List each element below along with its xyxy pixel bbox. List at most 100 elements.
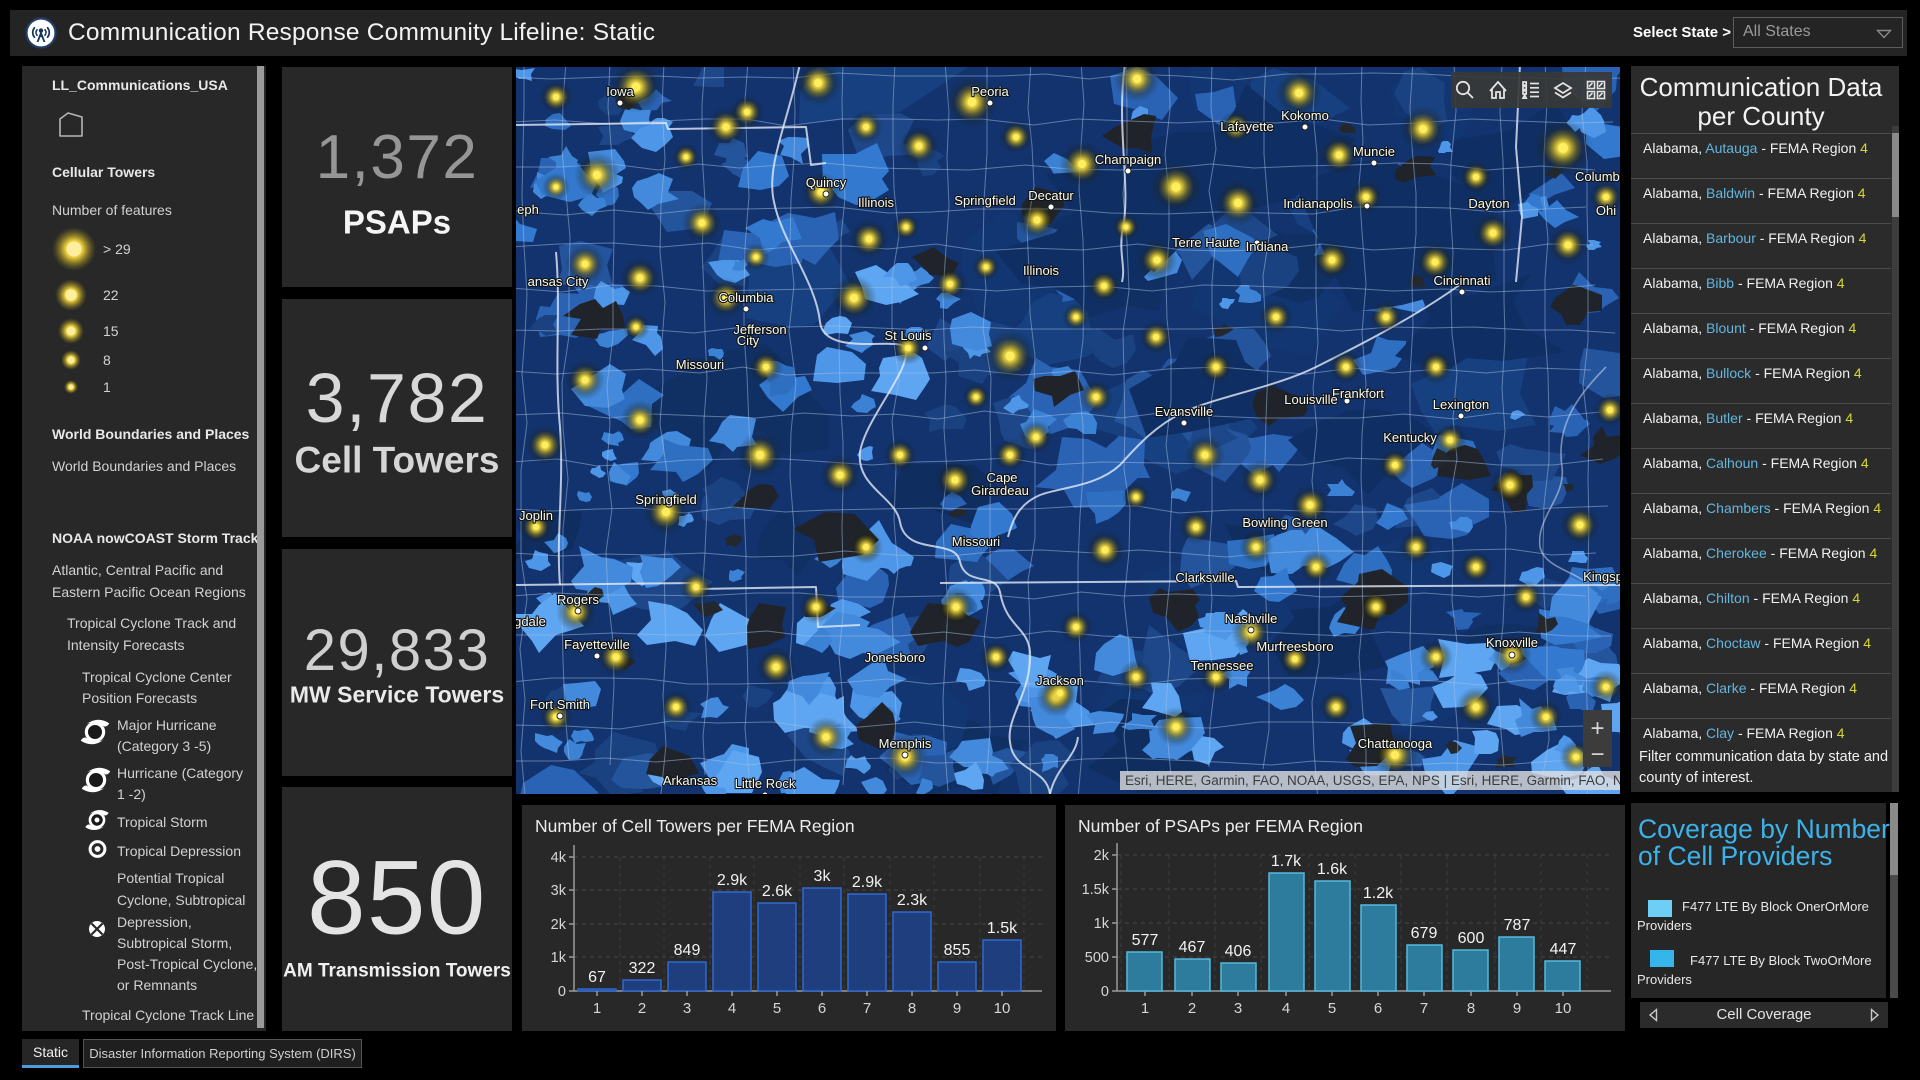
svg-text:10: 10 <box>994 1000 1011 1017</box>
svg-text:Jefferson: Jefferson <box>733 322 786 337</box>
svg-text:Lexington: Lexington <box>1433 397 1489 412</box>
svg-text:Jonesboro: Jonesboro <box>865 650 926 665</box>
svg-text:1k: 1k <box>551 950 567 966</box>
svg-text:8: 8 <box>908 1000 916 1017</box>
svg-text:67: 67 <box>588 969 606 986</box>
svg-text:Girardeau: Girardeau <box>971 483 1029 498</box>
svg-text:855: 855 <box>944 942 971 959</box>
svg-text:Columbu: Columbu <box>1575 169 1620 184</box>
svg-text:2.6k: 2.6k <box>762 883 793 900</box>
svg-text:3k: 3k <box>814 868 832 885</box>
svg-text:600: 600 <box>1458 930 1485 947</box>
svg-text:Clarksville: Clarksville <box>1175 570 1234 585</box>
svg-text:Rogers: Rogers <box>557 592 599 607</box>
svg-text:Terre Haute: Terre Haute <box>1172 235 1240 250</box>
svg-text:0: 0 <box>558 984 566 1000</box>
svg-text:1.5k: 1.5k <box>987 920 1018 937</box>
svg-text:1: 1 <box>593 1000 601 1017</box>
svg-text:Memphis: Memphis <box>879 736 932 751</box>
svg-text:1.7k: 1.7k <box>1271 853 1302 870</box>
svg-text:gdale: gdale <box>516 614 546 629</box>
svg-text:Illinois: Illinois <box>858 195 895 210</box>
svg-text:Columbia: Columbia <box>719 290 775 305</box>
svg-text:5: 5 <box>773 1000 781 1017</box>
svg-text:ansas City: ansas City <box>528 274 589 289</box>
svg-text:4: 4 <box>728 1000 736 1017</box>
svg-text:1.6k: 1.6k <box>1317 861 1348 878</box>
svg-text:Lafayette: Lafayette <box>1220 119 1274 134</box>
svg-text:6: 6 <box>1374 1000 1382 1017</box>
svg-text:3k: 3k <box>551 883 567 899</box>
svg-text:10: 10 <box>1555 1000 1572 1017</box>
svg-text:3: 3 <box>1234 1000 1242 1017</box>
svg-text:1k: 1k <box>1094 916 1110 932</box>
svg-text:4k: 4k <box>551 850 567 866</box>
svg-text:Number of Cell Towers per FEMA: Number of Cell Towers per FEMA Region <box>535 816 855 836</box>
svg-text:Missouri: Missouri <box>676 357 725 372</box>
svg-text:2k: 2k <box>551 917 567 933</box>
svg-text:Cincinnati: Cincinnati <box>1433 273 1490 288</box>
svg-text:406: 406 <box>1225 943 1252 960</box>
svg-text:Kingsp: Kingsp <box>1583 569 1620 584</box>
svg-text:4: 4 <box>1282 1000 1290 1017</box>
svg-text:Dayton: Dayton <box>1468 196 1509 211</box>
svg-text:447: 447 <box>1550 941 1577 958</box>
svg-text:Peoria: Peoria <box>971 84 1009 99</box>
svg-text:Indiana: Indiana <box>1246 239 1289 254</box>
svg-text:322: 322 <box>629 960 656 977</box>
svg-text:Springfield: Springfield <box>954 193 1015 208</box>
svg-text:7: 7 <box>1420 1000 1428 1017</box>
svg-text:9: 9 <box>953 1000 961 1017</box>
svg-text:Knoxville: Knoxville <box>1486 635 1538 650</box>
svg-text:City: City <box>737 333 760 348</box>
svg-text:Chattanooga: Chattanooga <box>1358 736 1433 751</box>
svg-text:Little Rock: Little Rock <box>735 776 796 791</box>
svg-text:0: 0 <box>1101 984 1109 1000</box>
svg-text:Murfreesboro: Murfreesboro <box>1256 639 1333 654</box>
svg-text:Nashville: Nashville <box>1225 611 1278 626</box>
svg-text:500: 500 <box>1085 950 1109 966</box>
svg-text:6: 6 <box>818 1000 826 1017</box>
svg-text:9: 9 <box>1513 1000 1521 1017</box>
svg-text:eph: eph <box>517 202 539 217</box>
svg-text:Ohi: Ohi <box>1596 203 1616 218</box>
svg-text:Evansville: Evansville <box>1155 404 1214 419</box>
svg-text:Joplin: Joplin <box>519 508 553 523</box>
svg-text:2: 2 <box>638 1000 646 1017</box>
svg-text:467: 467 <box>1179 939 1206 956</box>
svg-text:577: 577 <box>1132 932 1159 949</box>
svg-text:Illinois: Illinois <box>1023 263 1060 278</box>
svg-text:2.3k: 2.3k <box>897 892 928 909</box>
svg-text:Kentucky: Kentucky <box>1383 430 1437 445</box>
svg-text:Tennessee: Tennessee <box>1191 658 1254 673</box>
svg-text:2.9k: 2.9k <box>717 872 748 889</box>
svg-text:1.5k: 1.5k <box>1082 882 1110 898</box>
svg-text:Jackson: Jackson <box>1036 673 1084 688</box>
svg-text:1.2k: 1.2k <box>1363 885 1394 902</box>
svg-text:7: 7 <box>863 1000 871 1017</box>
svg-text:St Louis: St Louis <box>885 328 932 343</box>
svg-text:Champaign: Champaign <box>1095 152 1162 167</box>
svg-text:Quincy: Quincy <box>806 175 847 190</box>
svg-text:Number of PSAPs per FEMA Regio: Number of PSAPs per FEMA Region <box>1078 816 1363 836</box>
svg-text:2k: 2k <box>1094 848 1110 864</box>
svg-text:Fayetteville: Fayetteville <box>564 637 630 652</box>
svg-text:Fort Smith: Fort Smith <box>530 697 590 712</box>
svg-text:Arkansas: Arkansas <box>663 773 718 788</box>
svg-text:2: 2 <box>1188 1000 1196 1017</box>
svg-text:3: 3 <box>683 1000 691 1017</box>
svg-text:Muncie: Muncie <box>1353 144 1395 159</box>
svg-text:5: 5 <box>1328 1000 1336 1017</box>
svg-text:Missouri: Missouri <box>952 534 1001 549</box>
svg-text:Cape: Cape <box>986 470 1017 485</box>
svg-text:2.9k: 2.9k <box>852 874 883 891</box>
svg-text:679: 679 <box>1411 925 1438 942</box>
svg-text:Louisville: Louisville <box>1284 392 1337 407</box>
svg-text:849: 849 <box>674 942 701 959</box>
svg-text:8: 8 <box>1467 1000 1475 1017</box>
svg-text:Iowa: Iowa <box>606 84 634 99</box>
svg-text:1: 1 <box>1141 1000 1149 1017</box>
svg-text:Decatur: Decatur <box>1028 188 1074 203</box>
svg-text:Kokomo: Kokomo <box>1281 108 1329 123</box>
svg-text:Bowling Green: Bowling Green <box>1242 515 1327 530</box>
